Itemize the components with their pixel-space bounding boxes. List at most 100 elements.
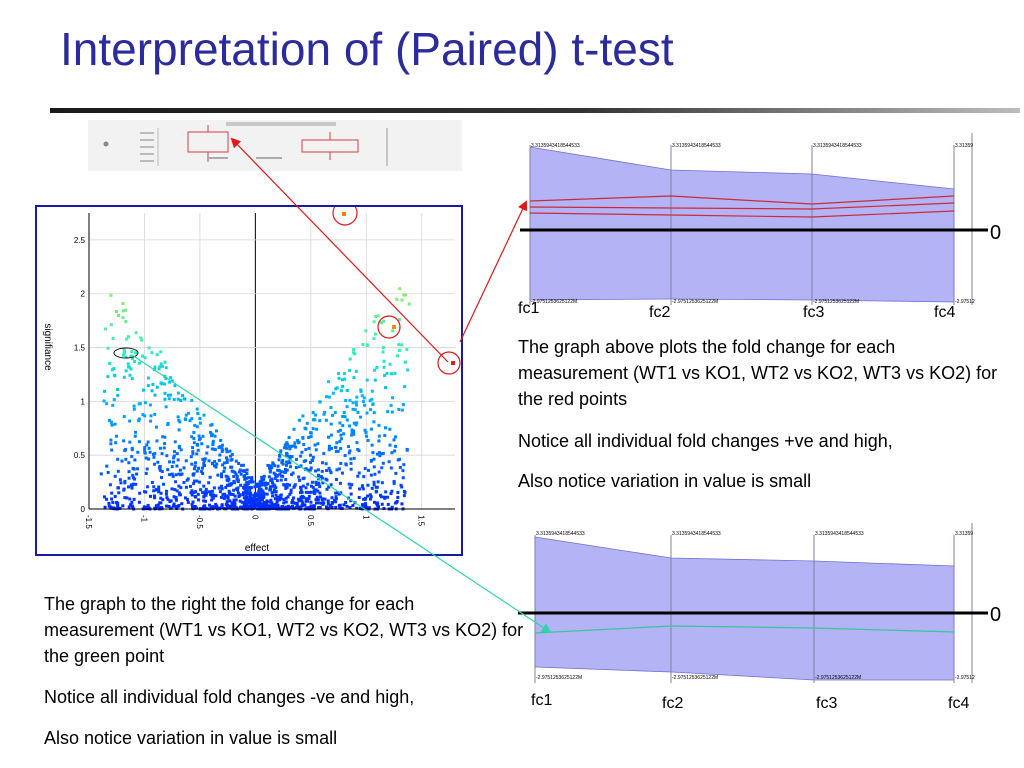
volcano-point <box>249 486 253 490</box>
volcano-point <box>351 503 355 507</box>
volcano-point <box>189 484 193 488</box>
volcano-point <box>130 504 134 508</box>
red-point-highlight-3 <box>437 351 461 375</box>
volcano-point <box>344 399 348 403</box>
volcano-point <box>365 411 369 415</box>
volcano-point <box>342 372 346 376</box>
boxplot-thumbnail <box>88 120 462 171</box>
volcano-point <box>302 476 306 480</box>
volcano-point <box>307 497 311 501</box>
volcano-point <box>303 503 307 507</box>
volcano-point <box>152 494 156 498</box>
volcano-point <box>146 440 150 444</box>
volcano-point <box>197 466 201 470</box>
volcano-point <box>405 347 409 351</box>
volcano-point <box>153 412 157 416</box>
volcano-point <box>279 478 283 482</box>
volcano-point <box>381 345 385 349</box>
volcano-point <box>239 472 243 476</box>
volcano-point <box>316 468 320 472</box>
volcano-point <box>232 479 236 483</box>
volcano-point <box>320 469 324 473</box>
volcano-point <box>354 369 358 373</box>
volcano-xtick-label: -1.5 <box>84 515 93 529</box>
volcano-point <box>216 473 220 477</box>
volcano-point <box>322 452 326 456</box>
volcano-point <box>405 447 409 451</box>
volcano-point <box>393 371 397 375</box>
volcano-point <box>348 368 352 372</box>
volcano-point <box>356 447 360 451</box>
volcano-point <box>265 492 269 496</box>
volcano-point <box>113 422 117 426</box>
volcano-point <box>121 316 125 320</box>
axis-label-fc4: fc4 <box>934 304 956 321</box>
volcano-point <box>397 457 401 461</box>
volcano-point <box>146 376 150 380</box>
volcano-point <box>377 423 381 427</box>
volcano-point <box>110 497 114 501</box>
volcano-point <box>359 389 363 393</box>
volcano-point <box>127 485 131 489</box>
volcano-xtick-label: 0 <box>250 515 259 520</box>
volcano-point <box>214 429 218 433</box>
volcano-point <box>138 491 142 495</box>
volcano-point <box>163 397 167 401</box>
volcano-point <box>105 464 109 468</box>
volcano-point <box>202 413 206 417</box>
volcano-point <box>214 465 218 469</box>
volcano-point <box>282 501 286 505</box>
volcano-point <box>119 481 123 485</box>
volcano-point <box>349 457 353 461</box>
volcano-point <box>371 451 375 455</box>
volcano-point <box>395 297 399 301</box>
volcano-point <box>366 438 370 442</box>
volcano-point <box>400 298 404 302</box>
volcano-point <box>270 481 274 485</box>
volcano-point <box>178 420 182 424</box>
volcano-point <box>309 500 313 504</box>
volcano-point <box>260 502 264 506</box>
volcano-point <box>388 443 392 447</box>
volcano-point <box>320 497 324 501</box>
volcano-point <box>349 461 353 465</box>
volcano-point <box>401 476 405 480</box>
volcano-point <box>392 438 396 442</box>
volcano-point <box>364 430 368 434</box>
axis-label-fc4: fc4 <box>948 695 970 712</box>
volcano-point <box>215 504 219 508</box>
volcano-point <box>157 490 161 494</box>
volcano-point <box>219 472 223 476</box>
volcano-point <box>201 471 205 475</box>
volcano-point <box>390 451 394 455</box>
volcano-point <box>166 468 170 472</box>
volcano-point <box>278 494 282 498</box>
fc4-max-label: 3.31359 <box>955 531 973 537</box>
fc1-max-label: 3.3135943418544533 <box>531 143 580 149</box>
volcano-point <box>161 435 165 439</box>
volcano-point <box>333 411 337 415</box>
volcano-point <box>307 435 311 439</box>
volcano-point <box>303 426 307 430</box>
volcano-point <box>321 481 325 485</box>
bottom-note-variation: Also notice variation in value is small <box>44 728 338 748</box>
volcano-point <box>304 447 308 451</box>
volcano-point <box>176 505 180 509</box>
volcano-point <box>147 346 151 350</box>
volcano-point <box>176 458 180 462</box>
volcano-point <box>184 418 188 422</box>
volcano-point <box>124 447 128 451</box>
volcano-point <box>105 497 109 501</box>
volcano-point <box>152 485 156 489</box>
volcano-point <box>322 412 326 416</box>
volcano-point <box>170 487 174 491</box>
volcano-point <box>165 489 169 493</box>
top-explanation: The graph above plots the fold change fo… <box>518 337 998 409</box>
volcano-point <box>168 460 172 464</box>
volcano-point <box>383 386 387 390</box>
volcano-point <box>369 427 373 431</box>
volcano-point <box>152 489 156 493</box>
volcano-point <box>312 489 316 493</box>
volcano-point <box>115 434 119 438</box>
volcano-point <box>184 459 188 463</box>
